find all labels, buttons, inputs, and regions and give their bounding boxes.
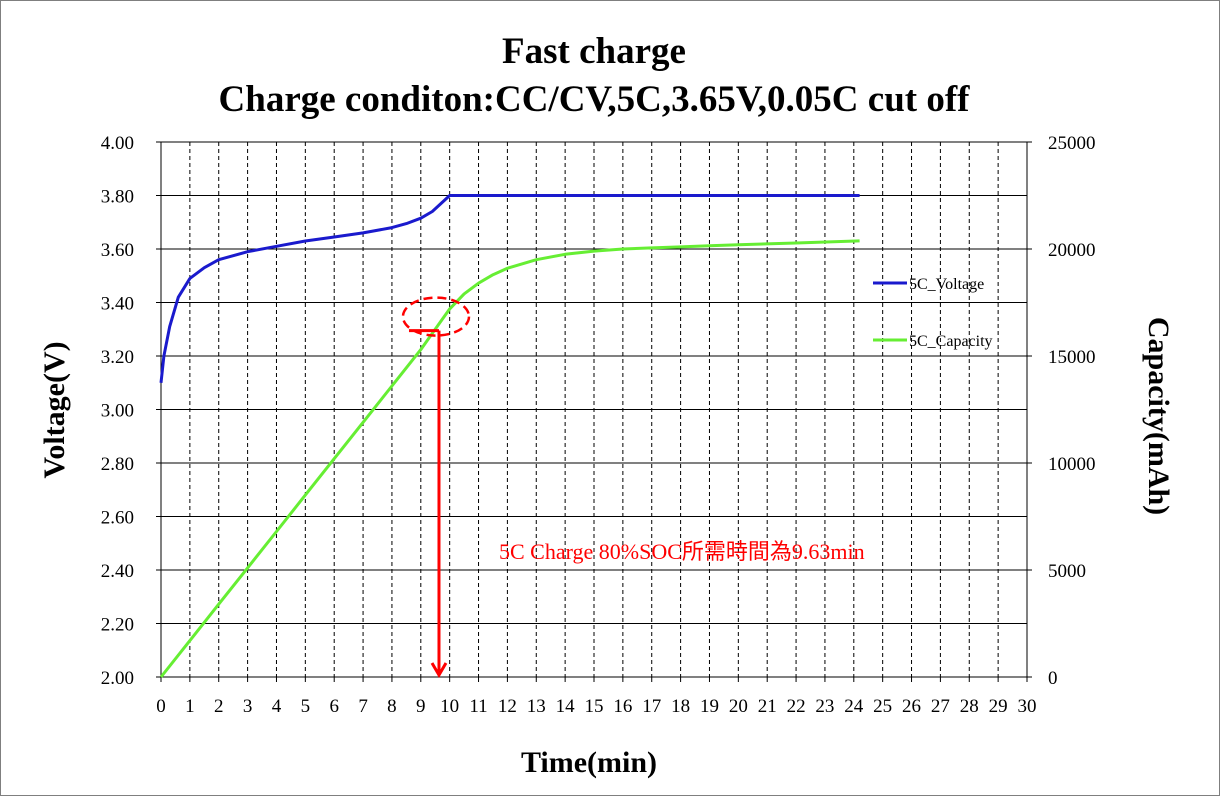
x-tick-label: 22 xyxy=(787,696,806,717)
y-right-tick-label: 5000 xyxy=(1048,561,1086,582)
y-left-tick-label: 2.00 xyxy=(101,668,134,689)
y-left-tick-label: 3.00 xyxy=(101,401,134,422)
x-tick-label: 20 xyxy=(729,696,748,717)
legend-label-voltage: 5C_Voltage xyxy=(909,276,984,293)
y-left-tick-label: 2.80 xyxy=(101,454,134,475)
x-tick-label: 27 xyxy=(931,696,950,717)
y-left-tick-label: 2.20 xyxy=(101,615,134,636)
y-left-tick-label: 3.40 xyxy=(101,294,134,315)
x-tick-label: 7 xyxy=(358,696,368,717)
y-right-axis-title: Capacity(mAh) xyxy=(1142,317,1175,515)
x-tick-label: 13 xyxy=(527,696,546,717)
x-tick-label: 11 xyxy=(469,696,487,717)
y-left-tick-label: 2.60 xyxy=(101,508,134,529)
y-left-axis-title: Voltage(V) xyxy=(38,341,71,478)
y-right-tick-label: 20000 xyxy=(1048,240,1096,261)
x-tick-label: 10 xyxy=(440,696,459,717)
x-tick-label: 3 xyxy=(243,696,253,717)
capacity-line xyxy=(159,239,860,678)
x-tick-label: 15 xyxy=(585,696,604,717)
x-tick-label: 5 xyxy=(301,696,311,717)
x-tick-label: 6 xyxy=(329,696,339,717)
x-tick-label: 1 xyxy=(185,696,195,717)
x-axis-title: Time(min) xyxy=(521,746,657,779)
y-left-tick-label: 3.60 xyxy=(101,240,134,261)
legend: 5C_Voltage 5C_Capacity xyxy=(873,276,993,350)
x-tick-label: 8 xyxy=(387,696,397,717)
grid xyxy=(161,142,1027,677)
y-left-tick-label: 3.80 xyxy=(101,187,134,208)
chart-title: Fast charge xyxy=(502,31,686,72)
x-tick-label: 25 xyxy=(873,696,892,717)
y-right-tick-label: 10000 xyxy=(1048,454,1096,475)
x-tick-label: 2 xyxy=(214,696,224,717)
x-tick-label: 16 xyxy=(613,696,632,717)
x-tick-label: 12 xyxy=(498,696,517,717)
y-left-tick-label: 4.00 xyxy=(101,133,134,154)
x-tick-label: 30 xyxy=(1018,696,1037,717)
x-tick-label: 4 xyxy=(272,696,282,717)
y-right-tick-label: 0 xyxy=(1048,668,1058,689)
x-tick-label: 9 xyxy=(416,696,426,717)
x-tick-label: 0 xyxy=(156,696,166,717)
annotation-layer xyxy=(401,296,471,678)
axes: 0 1 2 3 4 5 6 7 8 9 10 11 12 13 14 15 16 17 18 19 20 21 22 23 24… xyxy=(101,133,1096,717)
x-tick-label: 19 xyxy=(700,696,719,717)
y-left-tick-label: 2.40 xyxy=(101,561,134,582)
x-tick-label: 14 xyxy=(556,696,576,717)
y-right-tick-label: 25000 xyxy=(1048,133,1096,154)
x-tick-label: 17 xyxy=(642,696,661,717)
x-tick-label: 21 xyxy=(758,696,777,717)
x-tick-label: 24 xyxy=(844,696,864,717)
x-tick-label: 23 xyxy=(815,696,834,717)
chart-subtitle: Charge conditon:CC/CV,5C,3.65V,0.05C cut… xyxy=(219,79,971,120)
voltage-line xyxy=(159,194,860,383)
x-tick-label: 29 xyxy=(989,696,1008,717)
x-tick-label: 28 xyxy=(960,696,979,717)
annotation-ellipse xyxy=(401,296,471,337)
annotation-arrow-head xyxy=(430,662,448,678)
x-tick-label: 18 xyxy=(671,696,690,717)
legend-label-capacity: 5C_Capacity xyxy=(909,333,993,350)
y-left-tick-label: 3.20 xyxy=(101,347,134,368)
series-lines xyxy=(159,194,860,678)
y-right-tick-label: 15000 xyxy=(1048,347,1096,368)
annotation-text: 5C Charge 80%SOC所需時間為9.63min xyxy=(499,539,865,564)
x-tick-label: 26 xyxy=(902,696,921,717)
